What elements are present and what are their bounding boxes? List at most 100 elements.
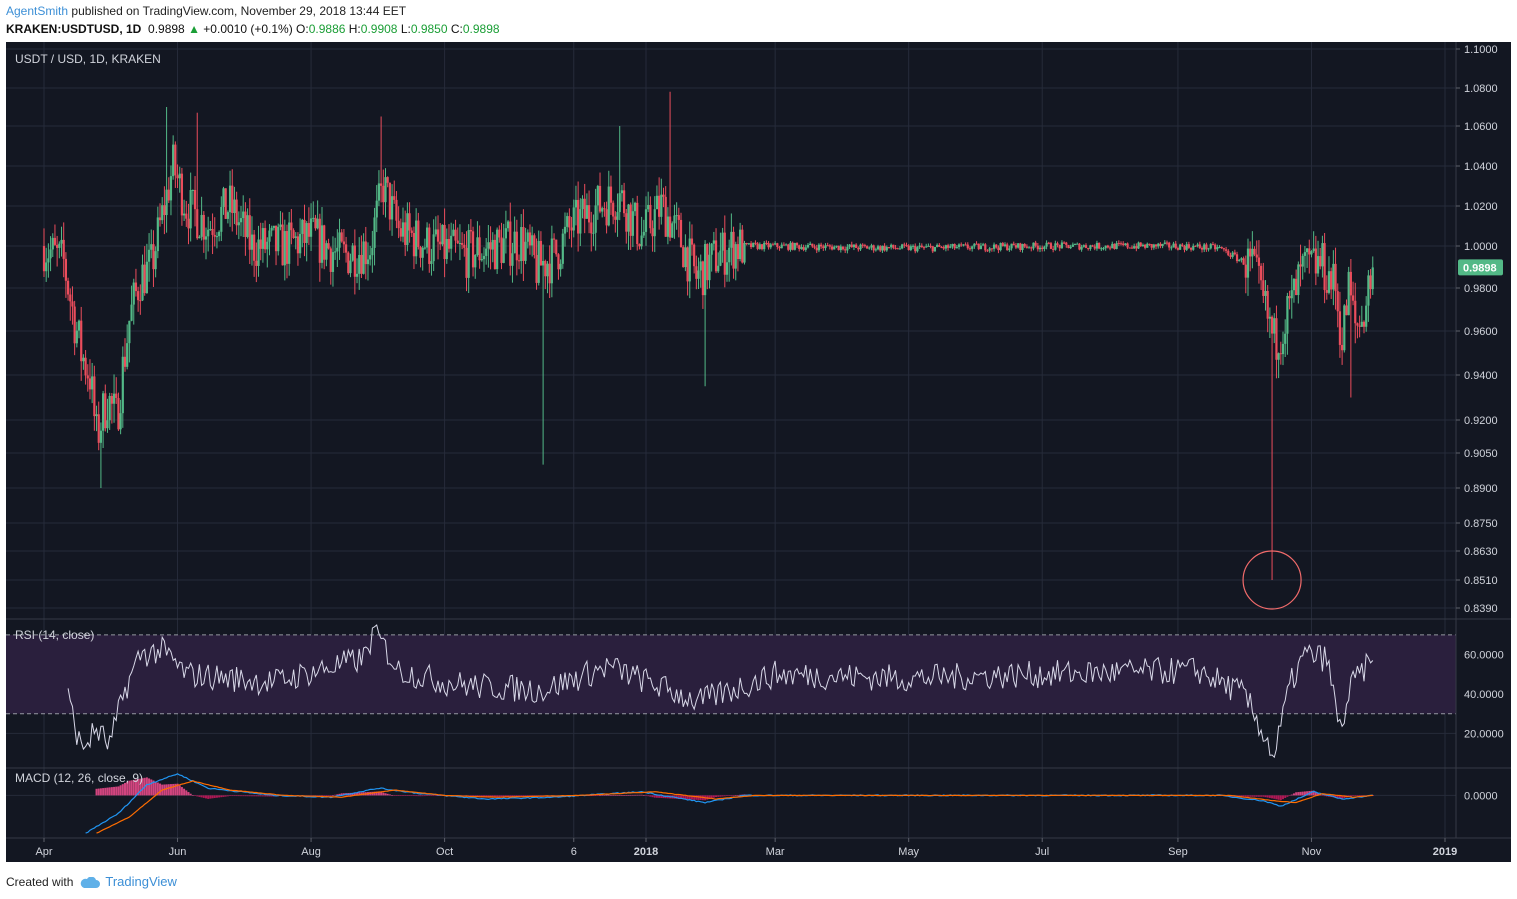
tradingview-link[interactable]: TradingView bbox=[105, 874, 177, 889]
macd-histogram-bar bbox=[1325, 795, 1328, 797]
candle-body bbox=[743, 242, 746, 263]
macd-histogram-bar bbox=[207, 795, 210, 799]
candle-body bbox=[1203, 244, 1206, 250]
candle-body bbox=[255, 260, 258, 266]
time-axis[interactable]: Apr Jun Aug Oct 6 2018 Mar May Jul Sep Nov 2019 bbox=[35, 838, 1457, 858]
macd-histogram-bar bbox=[1260, 795, 1263, 797]
candle-body bbox=[1067, 244, 1070, 249]
macd-histogram-bar bbox=[229, 795, 232, 796]
macd-histogram-bar bbox=[734, 795, 737, 796]
candle-body bbox=[1308, 248, 1311, 255]
macd-histogram-bar bbox=[1321, 795, 1324, 796]
macd-histogram-bar bbox=[126, 781, 129, 796]
candle-body bbox=[767, 243, 770, 248]
candle-body bbox=[325, 243, 328, 260]
candle-body bbox=[410, 230, 413, 233]
cloud-icon bbox=[81, 876, 101, 888]
candle-body bbox=[1288, 296, 1291, 299]
price-axis-label: 0.8390 bbox=[1464, 603, 1498, 615]
price-axis[interactable]: 1.1000 1.0800 1.0600 1.0400 1.0200 1.0000 0.98… bbox=[1456, 44, 1504, 802]
open-value: 0.9886 bbox=[308, 22, 346, 36]
time-axis-label: Jul bbox=[1035, 846, 1049, 858]
candle-body bbox=[1214, 244, 1217, 250]
candle-body bbox=[725, 262, 729, 275]
candle-body bbox=[1354, 300, 1357, 324]
macd-histogram-bar bbox=[220, 795, 223, 798]
candle-body bbox=[1279, 353, 1282, 355]
candle-body bbox=[1163, 242, 1166, 244]
candle-body bbox=[673, 215, 676, 224]
candle-body bbox=[714, 240, 718, 272]
macd-histogram-bar bbox=[242, 795, 245, 797]
macd-histogram-bar bbox=[388, 794, 391, 796]
candle-body bbox=[1299, 264, 1302, 267]
time-axis-label: Jun bbox=[169, 846, 187, 858]
candle-body bbox=[220, 206, 223, 232]
candle-body bbox=[732, 231, 735, 269]
candle-body bbox=[940, 246, 943, 248]
macd-histogram-bar bbox=[209, 795, 212, 799]
candle-body bbox=[647, 204, 650, 210]
candle-body bbox=[1168, 242, 1171, 248]
candle-body bbox=[461, 243, 464, 245]
candle-body bbox=[1295, 278, 1298, 296]
candle-body bbox=[688, 238, 691, 282]
candle-body bbox=[312, 217, 315, 219]
macd-histogram-bar bbox=[194, 795, 197, 796]
candle-body bbox=[1229, 255, 1232, 257]
candle-body bbox=[174, 144, 177, 176]
candle-body bbox=[1135, 246, 1138, 249]
candle-body bbox=[268, 230, 271, 242]
macd-histogram-bar bbox=[715, 795, 718, 797]
candle-body bbox=[126, 343, 129, 367]
candle-body bbox=[778, 246, 781, 249]
author-link[interactable]: AgentSmith bbox=[6, 4, 69, 18]
candle-body bbox=[528, 232, 532, 246]
footer: Created with TradingView bbox=[6, 874, 177, 889]
candle-body bbox=[1181, 244, 1184, 247]
macd-histogram-bar bbox=[104, 787, 107, 796]
candle-body bbox=[1133, 246, 1136, 249]
candle-body bbox=[852, 244, 856, 248]
symbol-label: KRAKEN:USDTUSD, 1D bbox=[6, 22, 142, 36]
candle-body bbox=[894, 247, 897, 249]
candle-body bbox=[218, 231, 221, 237]
candle-body bbox=[498, 229, 501, 238]
candle-body bbox=[579, 209, 582, 234]
candle-body bbox=[49, 249, 52, 259]
macd-histogram-bar bbox=[662, 795, 665, 799]
candle-body bbox=[355, 273, 359, 277]
candle-body bbox=[638, 244, 641, 247]
candle-body bbox=[439, 241, 442, 245]
candle-body bbox=[833, 246, 836, 250]
candle-body bbox=[1327, 271, 1331, 293]
macd-histogram-bar bbox=[1244, 795, 1247, 797]
candle-body bbox=[84, 357, 87, 376]
candle-body bbox=[1224, 249, 1228, 251]
candle-body bbox=[334, 251, 337, 253]
candle-body bbox=[784, 244, 788, 246]
chart-canvas[interactable]: 1.1000 1.0800 1.0600 1.0400 1.0200 1.0000 0.98… bbox=[6, 42, 1511, 862]
chart-frame[interactable]: 1.1000 1.0800 1.0600 1.0400 1.0200 1.0000 0.98… bbox=[6, 42, 1511, 862]
macd-histogram-bar bbox=[1242, 795, 1245, 797]
candle-body bbox=[607, 186, 610, 226]
candle-body bbox=[572, 207, 575, 231]
candle-body bbox=[944, 245, 947, 249]
time-axis-label: Oct bbox=[436, 846, 453, 858]
high-value: 0.9908 bbox=[360, 22, 398, 36]
candle-body bbox=[1098, 242, 1101, 249]
candle-body bbox=[774, 243, 777, 245]
candle-body bbox=[69, 294, 72, 302]
macd-histogram-bar bbox=[680, 795, 683, 800]
candle-body bbox=[1122, 243, 1125, 245]
macd-histogram-bar bbox=[384, 793, 387, 796]
candle-body bbox=[106, 420, 109, 429]
candle-body bbox=[196, 209, 199, 239]
macd-histogram-bar bbox=[423, 795, 426, 797]
candle-body bbox=[1010, 243, 1013, 249]
macd-histogram-bar bbox=[115, 786, 118, 796]
price-axis-label: 0.8510 bbox=[1464, 575, 1498, 587]
candle-body bbox=[493, 239, 497, 270]
candle-body bbox=[198, 236, 201, 239]
candle-body bbox=[1161, 243, 1164, 247]
